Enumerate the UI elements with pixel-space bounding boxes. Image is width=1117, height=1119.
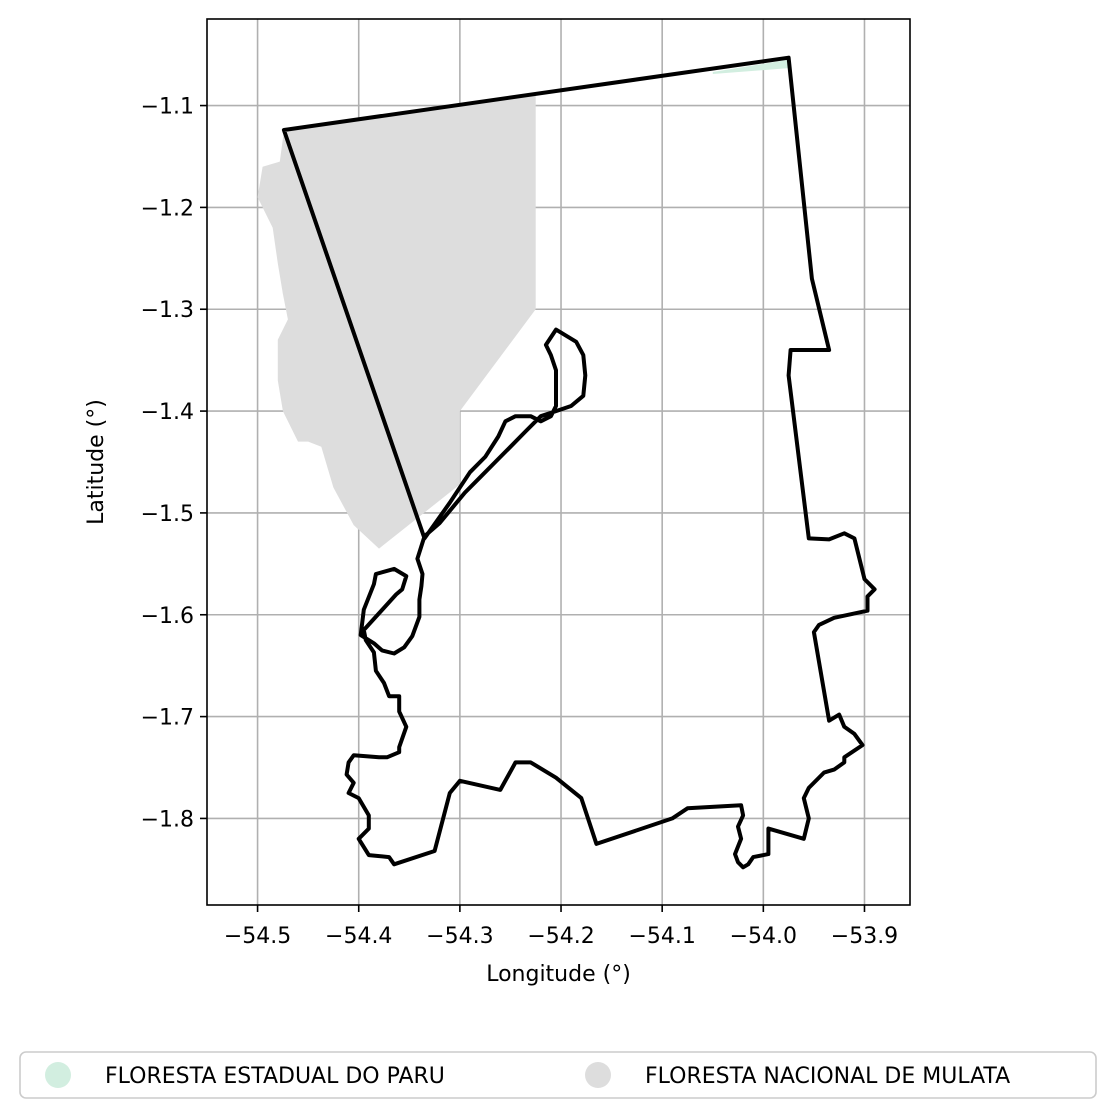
layer-polygon-0 [712,59,792,74]
x-tick-label-3: −54.2 [527,924,594,949]
map-layers [257,59,792,549]
y-tick-label-7: −1.8 [141,807,194,832]
layer-polygon-1 [257,95,536,549]
y-tick-label-1: −1.2 [141,196,194,221]
y-tick-label-5: −1.6 [141,604,194,629]
x-tick-label-0: −54.5 [224,924,291,949]
legend: FLORESTA ESTADUAL DO PARU FLORESTA NACION… [19,1051,1097,1099]
y-tick-label-6: −1.7 [141,706,194,731]
plot-frame [206,18,911,906]
x-tick-label-1: −54.4 [325,924,392,949]
boundary-layer [281,55,877,870]
x-tick-label-6: −53.9 [831,924,898,949]
y-tick-label-0: −1.1 [141,95,194,120]
x-tick-label-5: −54.0 [730,924,797,949]
boundary-outline [281,55,877,870]
legend-label-0: FLORESTA ESTADUAL DO PARU [105,1064,445,1089]
y-axis-ticks: −1.1 −1.2 −1.3 −1.4 −1.5 −1.6 −1.7 −1.8 [141,95,207,832]
y-axis-label: Latitude (°) [84,399,109,525]
legend-marker-0 [45,1062,71,1088]
x-axis-ticks: −54.5 −54.4 −54.3 −54.2 −54.1 −54.0 −53.9 [224,905,898,949]
y-tick-label-3: −1.4 [141,400,194,425]
x-tick-label-4: −54.1 [628,924,695,949]
legend-box [19,1051,1097,1099]
x-tick-label-2: −54.3 [426,924,493,949]
y-tick-label-4: −1.5 [141,502,194,527]
x-axis-label: Longitude (°) [486,962,631,987]
legend-marker-1 [585,1062,611,1088]
legend-label-1: FLORESTA NACIONAL DE MULATA [645,1064,1010,1089]
y-tick-label-2: −1.3 [141,298,194,323]
